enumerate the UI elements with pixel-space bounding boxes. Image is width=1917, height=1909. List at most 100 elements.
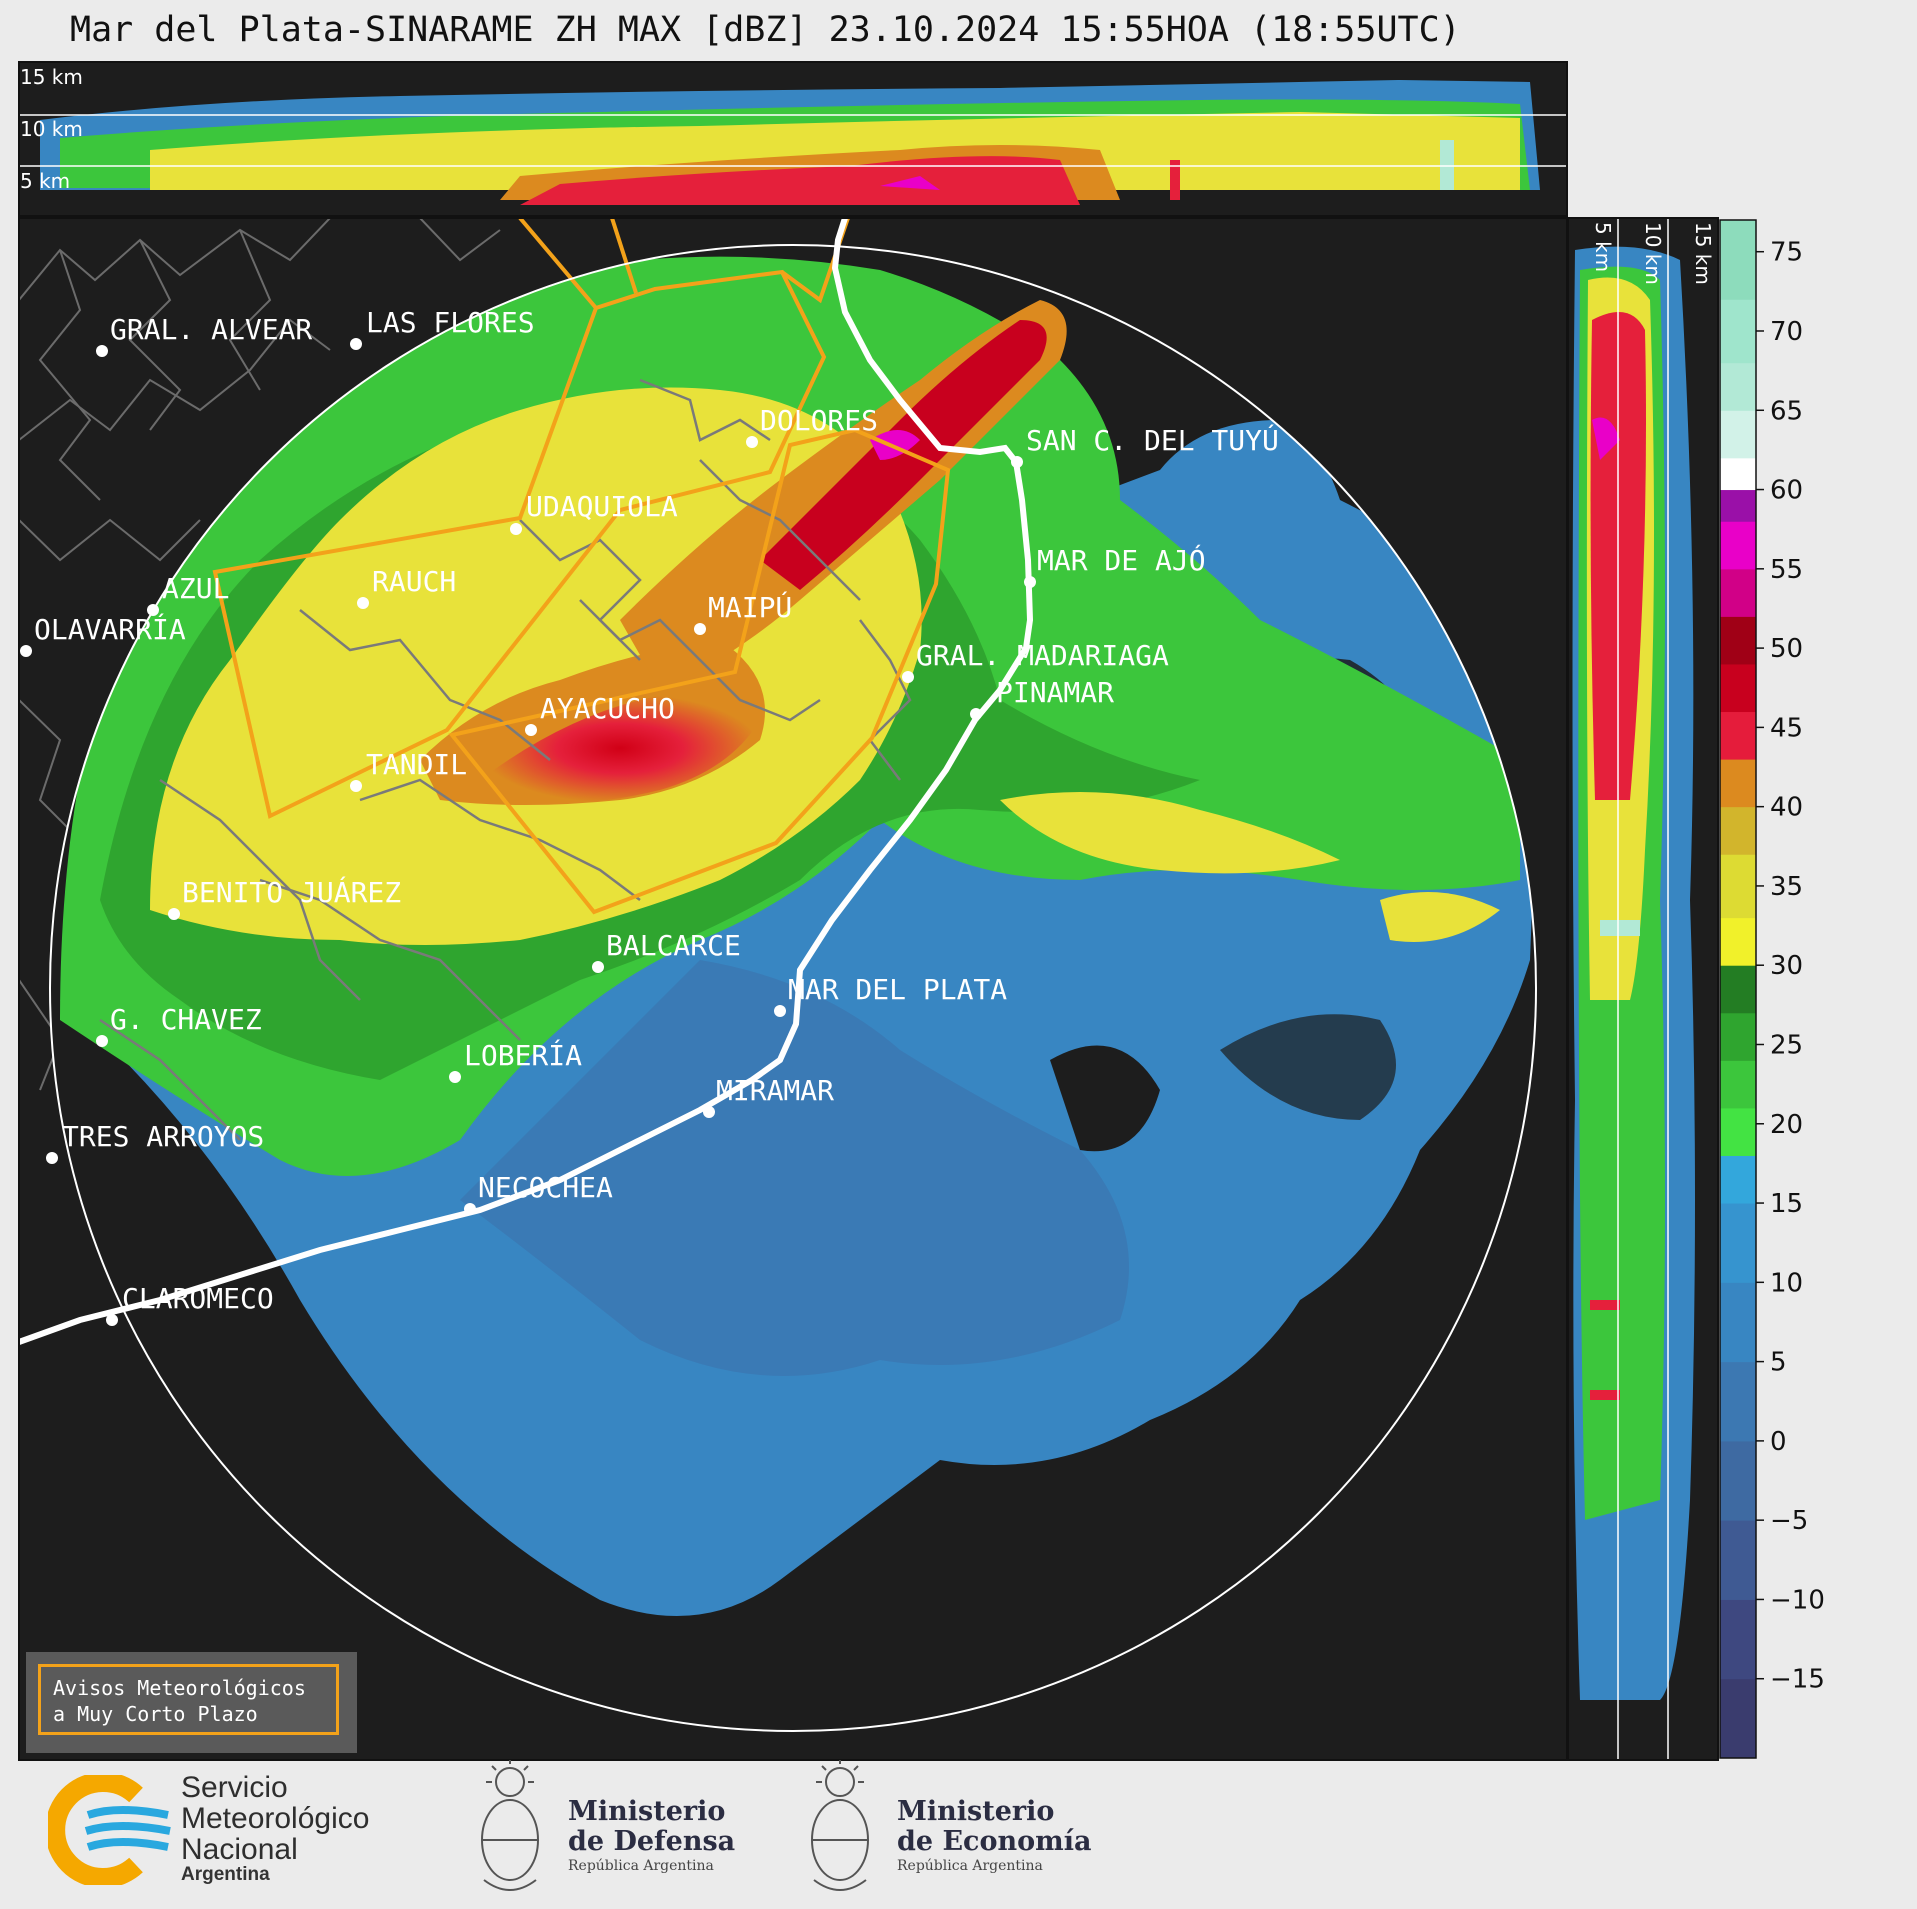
colorbar-band <box>1720 521 1756 570</box>
city-label: TANDIL <box>366 748 467 781</box>
colorbar-band <box>1720 1060 1756 1109</box>
colorbar-band <box>1720 220 1756 300</box>
city-marker <box>970 708 982 720</box>
smn-logo-text: Servicio Meteorológico Nacional Argentin… <box>181 1772 369 1885</box>
colorbar-band <box>1720 917 1756 966</box>
city-label: MAIPÚ <box>708 590 792 624</box>
city-marker <box>703 1106 715 1118</box>
city-marker <box>96 1035 108 1047</box>
city-marker <box>350 780 362 792</box>
city-marker <box>106 1314 118 1326</box>
city-label: AYACUCHO <box>540 692 675 725</box>
colorbar-tick-label: 40 <box>1770 793 1803 823</box>
city-marker <box>902 671 914 683</box>
colorbar-tick-label: 50 <box>1770 634 1803 664</box>
colorbar-band <box>1720 1520 1756 1600</box>
city-label: MAR DE AJÓ <box>1037 543 1206 577</box>
side-height-label-5: 5 km <box>1591 222 1615 272</box>
colorbar-band <box>1720 457 1756 491</box>
defensa-line1: Ministerio <box>568 1796 726 1827</box>
colorbar-band <box>1720 1012 1756 1061</box>
colorbar-tick-label: −5 <box>1770 1506 1808 1536</box>
city-marker <box>449 1071 461 1083</box>
colorbar-band <box>1720 489 1756 522</box>
city-label: GRAL. ALVEAR <box>110 313 312 346</box>
colorbar-band <box>1720 711 1756 760</box>
colorbar-tick-label: 0 <box>1770 1427 1787 1457</box>
city-label: AZUL <box>162 572 229 605</box>
avisos-line1: Avisos Meteorológicos <box>53 1676 306 1700</box>
colorbar-tick-label: 60 <box>1770 476 1803 506</box>
side-height-label-15: 15 km <box>1691 222 1715 285</box>
district-boundaries <box>99 378 912 1141</box>
city-label: UDAQUIOLA <box>526 490 678 523</box>
colorbar-tick-label: 55 <box>1770 555 1803 585</box>
colorbar-band <box>1720 1440 1756 1521</box>
colorbar-band <box>1720 299 1756 364</box>
city-markers: GRAL. ALVEAR LAS FLORES DOLORES SAN C. DEL … <box>20 306 1279 1326</box>
colorbar-band <box>1720 965 1756 1014</box>
city-marker <box>694 623 706 635</box>
colorbar-tick-label: 35 <box>1770 872 1803 902</box>
city-label: LAS FLORES <box>366 306 535 339</box>
colorbar-tick-label: 15 <box>1770 1189 1803 1219</box>
avisos-box: Avisos Meteorológicos a Muy Corto Plazo <box>38 1664 339 1735</box>
warning-polygons <box>212 218 951 915</box>
colorbar-band <box>1720 759 1756 808</box>
city-label: BENITO JUÁREZ <box>182 875 401 909</box>
smn-line3: Nacional <box>181 1833 298 1866</box>
city-label: MAR DEL PLATA <box>788 973 1007 1006</box>
map-title: Mar del Plata-SINARAME ZH MAX [dBZ] 23.1… <box>70 10 1461 50</box>
city-marker <box>20 645 32 657</box>
city-label: MIRAMAR <box>716 1074 834 1107</box>
colorbar-band <box>1720 616 1756 665</box>
coat-of-arms-icon-defensa <box>481 1760 539 1891</box>
top-height-label-5: 5 km <box>20 169 70 193</box>
city-label: CLAROMECO <box>122 1282 274 1315</box>
city-marker <box>525 724 537 736</box>
defensa-sub: República Argentina <box>568 1858 714 1874</box>
range-ring <box>49 244 1537 1732</box>
city-label: RAUCH <box>372 565 456 598</box>
economia-line1: Ministerio <box>897 1796 1055 1827</box>
colorbar-tick-label: 25 <box>1770 1030 1803 1060</box>
smn-line1: Servicio <box>181 1771 288 1804</box>
colorbar-band <box>1720 1678 1756 1759</box>
city-marker <box>147 604 159 616</box>
city-marker <box>1024 576 1036 588</box>
colorbar-tick-label: 75 <box>1770 238 1803 268</box>
avisos-badge: Avisos Meteorológicos a Muy Corto Plazo <box>26 1652 357 1753</box>
side-cross-section: 5 km 10 km 15 km <box>1567 217 1719 1761</box>
colorbar-band <box>1720 1107 1756 1156</box>
top-cross-section: 15 km 10 km 5 km <box>18 61 1568 217</box>
city-marker <box>96 345 108 357</box>
colorbar-band <box>1720 1361 1756 1442</box>
city-label: LOBERÍA <box>464 1038 582 1072</box>
colorbar-tick-label: 65 <box>1770 396 1803 426</box>
avisos-line2: a Muy Corto Plazo <box>53 1702 258 1726</box>
side-height-label-10: 10 km <box>1641 222 1665 285</box>
city-label: DOLORES <box>760 404 878 437</box>
colorbar-band <box>1720 663 1756 713</box>
city-marker <box>592 961 604 973</box>
coat-of-arms-icon-economia <box>811 1760 869 1891</box>
colorbar-tick-label: −15 <box>1770 1665 1825 1695</box>
city-label: TRES ARROYOS <box>62 1120 264 1153</box>
colorbar-band <box>1720 806 1756 855</box>
city-label: GRAL. MADARIAGA <box>916 639 1169 672</box>
city-label: NECOCHEA <box>478 1171 613 1204</box>
defensa-line2: de Defensa <box>568 1826 736 1857</box>
colorbar-band <box>1720 362 1756 411</box>
city-marker <box>168 908 180 920</box>
top-height-label-15: 15 km <box>20 65 83 89</box>
city-marker <box>774 1005 786 1017</box>
colorbar-tick-label: 45 <box>1770 713 1803 743</box>
coastline <box>19 218 1034 1345</box>
colorbar-band <box>1720 1599 1756 1680</box>
smn-line2: Meteorológico <box>181 1802 370 1835</box>
economia-sub: República Argentina <box>897 1858 1043 1874</box>
city-label: OLAVARRÍA <box>34 612 186 646</box>
city-marker <box>1011 456 1023 468</box>
colorbar-tick-label: 70 <box>1770 317 1803 347</box>
